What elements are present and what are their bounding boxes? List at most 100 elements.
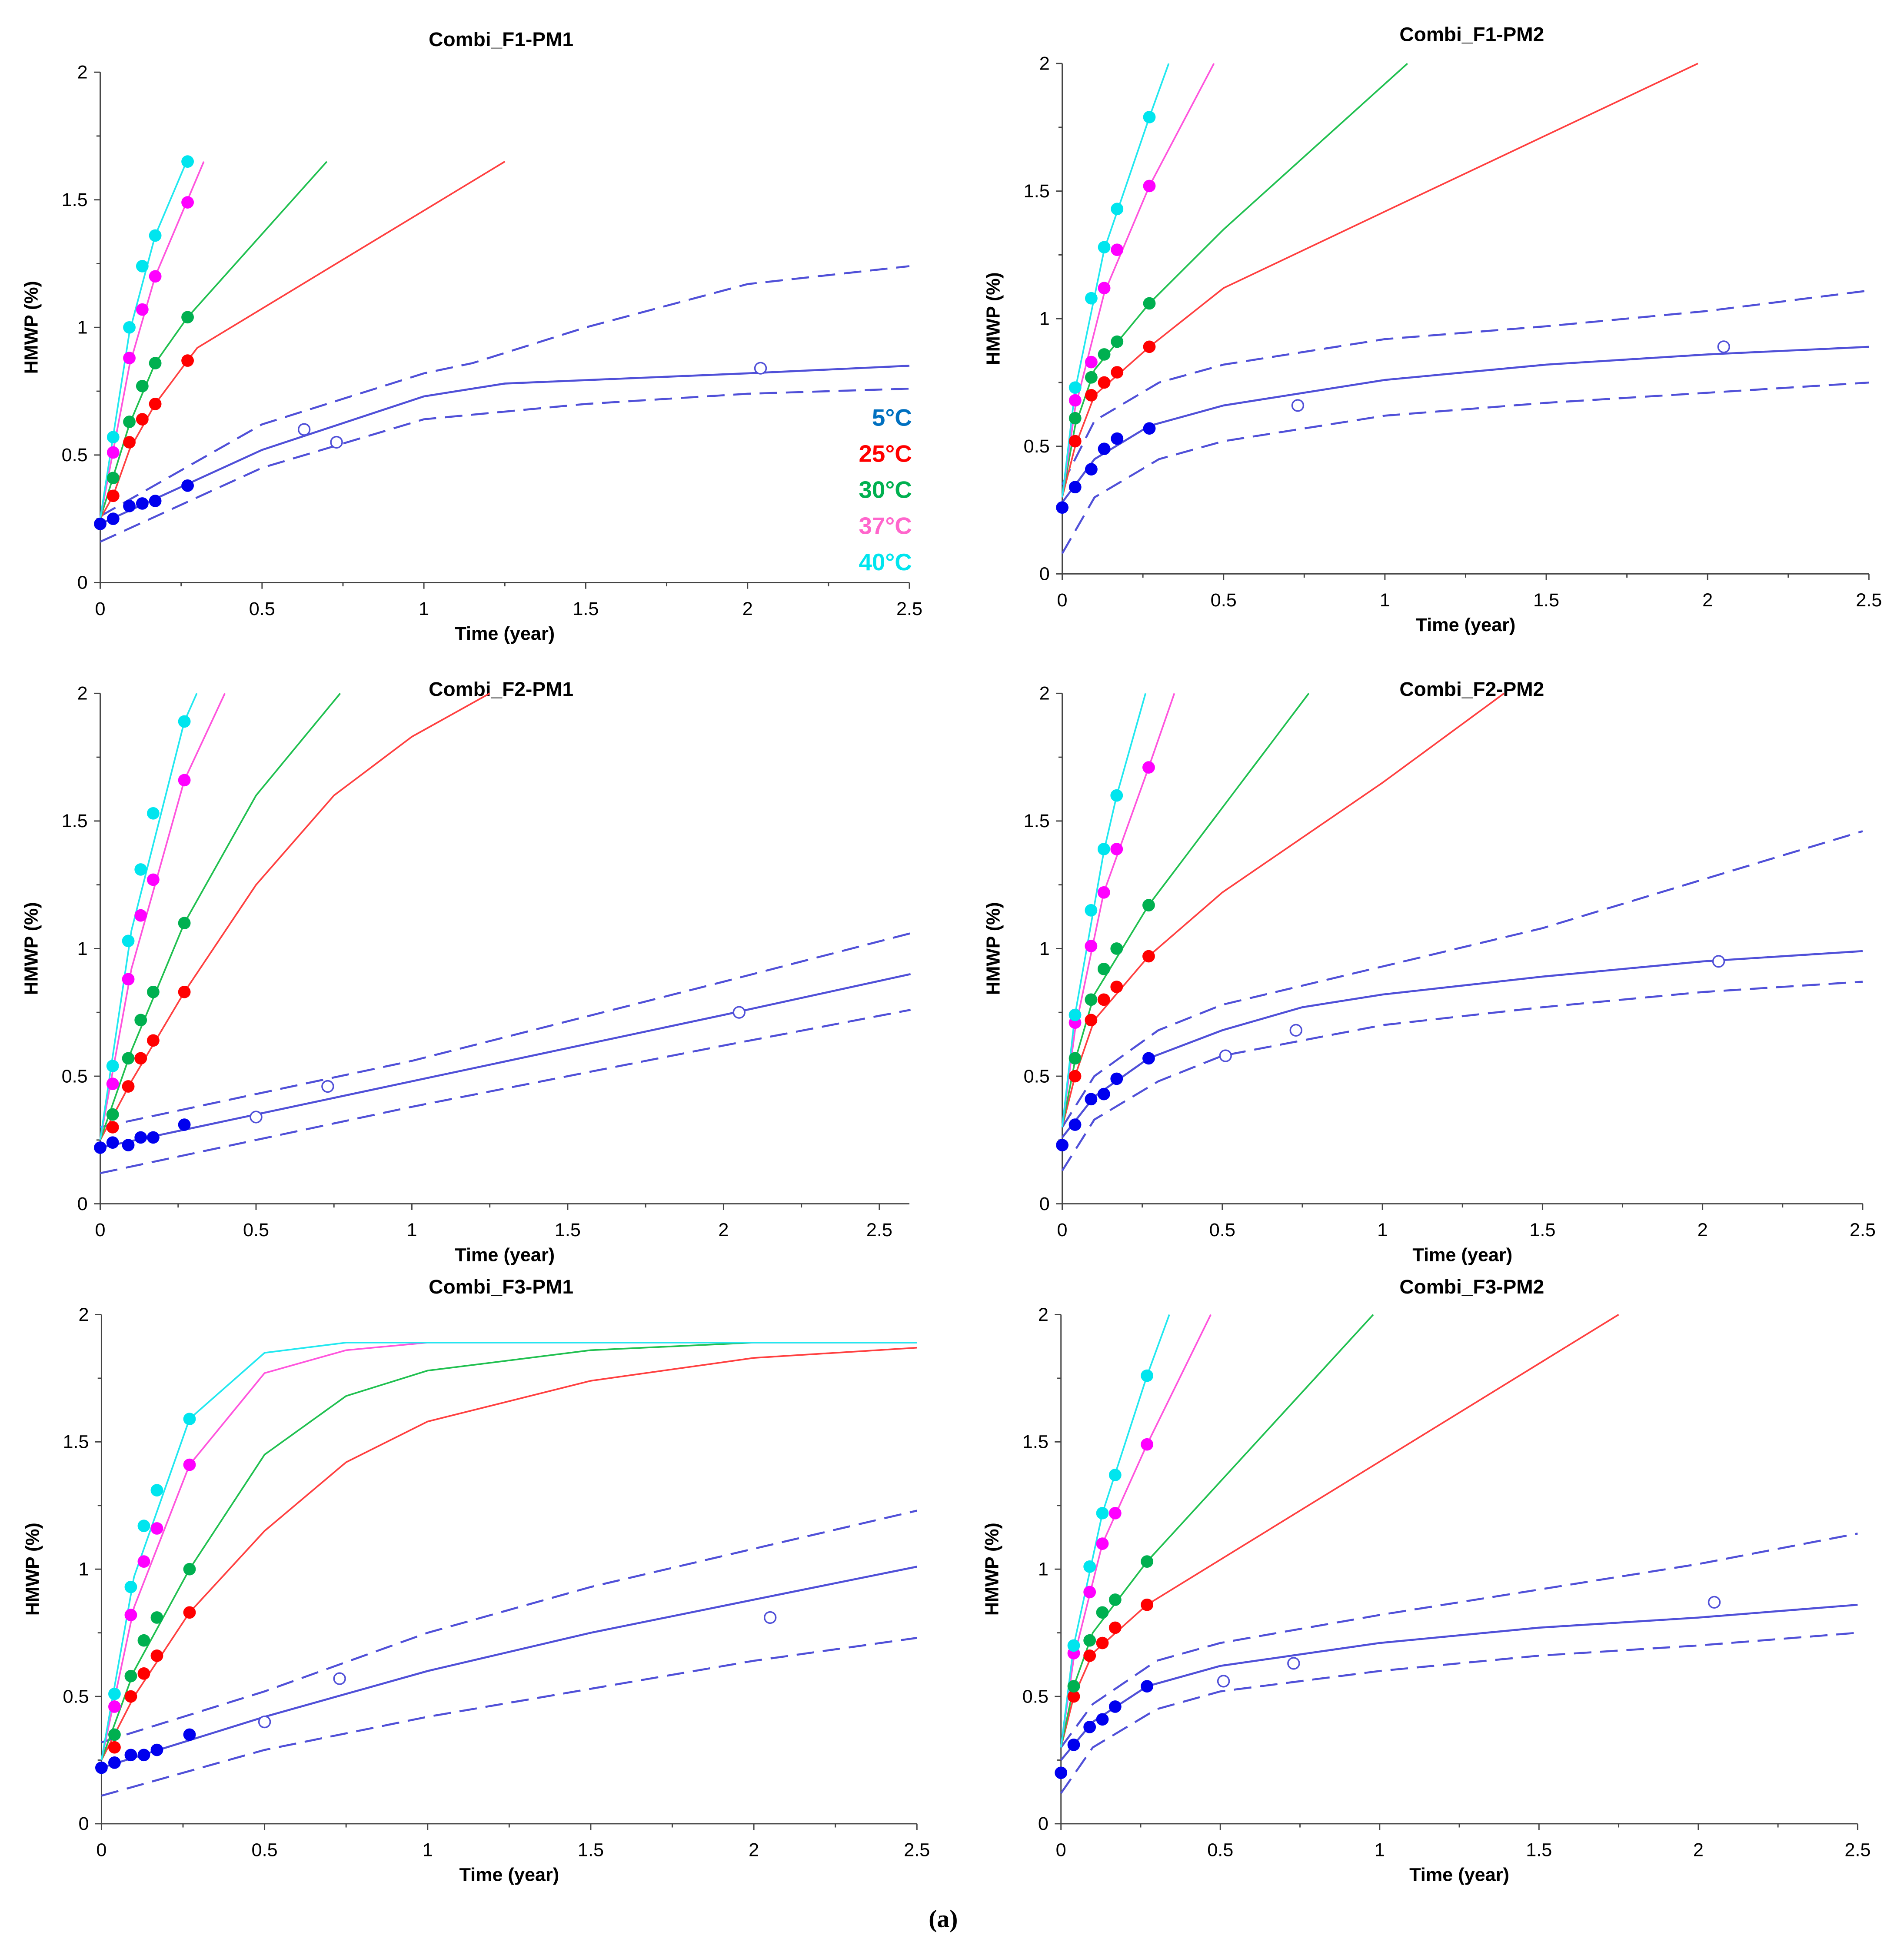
5c-lower-prediction-band xyxy=(1060,1632,1858,1794)
x-tick-label: 1 xyxy=(419,599,429,619)
data-point-40c xyxy=(136,260,149,273)
x-tick-label: 2 xyxy=(1698,1220,1708,1240)
y-axis-label: HMWP (%) xyxy=(21,281,42,374)
data-point-40c xyxy=(1085,292,1098,305)
chart-title: Combi_F2-PM2 xyxy=(1399,678,1544,700)
data-point-30c xyxy=(136,379,149,392)
data-point-5c-open xyxy=(1717,340,1730,353)
data-point-37c xyxy=(123,352,136,365)
x-axis-label: Time (year) xyxy=(1412,1244,1512,1265)
data-point-40c xyxy=(1097,843,1110,855)
x-tick-label: 2.5 xyxy=(1844,1839,1871,1860)
chart-panel: Combi_F3-PM2 0 0.5 1 1.5 2 2.5 0 0.5 1 1.5 2 Time (y… xyxy=(982,1275,1871,1885)
plot-area xyxy=(1055,1314,1858,1794)
data-point-5c xyxy=(150,1743,163,1756)
data-point-30c xyxy=(134,1014,147,1027)
x-axis-label: Time (year) xyxy=(1416,615,1516,635)
data-point-37c xyxy=(1085,940,1098,952)
data-point-37c xyxy=(137,1555,150,1568)
data-point-5c-open xyxy=(330,436,343,449)
x-tick-label: 0 xyxy=(1056,1839,1066,1860)
x-tick-label: 0.5 xyxy=(243,1220,269,1240)
x-tick-label: 1.5 xyxy=(1533,590,1559,611)
data-point-5c-open xyxy=(1289,1024,1302,1037)
data-point-25c xyxy=(181,354,194,367)
5c-upper-prediction-band xyxy=(1061,289,1869,486)
data-point-5c xyxy=(1108,1700,1122,1713)
x-tick-label: 2 xyxy=(742,599,753,619)
fit-line-37c xyxy=(99,161,205,519)
x-tick-label: 2.5 xyxy=(1856,590,1882,611)
fit-line-25c xyxy=(99,692,490,1141)
data-point-37c xyxy=(149,270,162,283)
figure-caption: (a) xyxy=(929,1905,958,1933)
data-point-25c xyxy=(1085,389,1098,402)
5c-fit-line xyxy=(100,365,910,525)
y-tick-label: 2 xyxy=(1039,53,1050,74)
data-point-37c xyxy=(181,196,194,209)
y-tick-label: 0.5 xyxy=(62,1066,88,1087)
data-point-37c xyxy=(122,973,135,986)
data-point-25c xyxy=(1142,950,1155,963)
data-point-5c-open xyxy=(732,1006,746,1019)
x-tick-label: 0.5 xyxy=(249,599,275,619)
data-point-5c xyxy=(1083,1721,1096,1733)
5c-upper-prediction-band xyxy=(1061,830,1863,1128)
data-point-5c xyxy=(1085,1093,1098,1106)
x-tick-label: 0 xyxy=(95,599,106,619)
data-point-30c xyxy=(1069,412,1082,425)
data-point-40c xyxy=(1069,381,1082,394)
x-tick-label: 0.5 xyxy=(1209,1220,1235,1240)
data-point-25c xyxy=(1141,1598,1154,1611)
data-point-40c xyxy=(1083,1560,1096,1573)
data-point-25c xyxy=(1069,1070,1082,1083)
data-point-40c xyxy=(149,229,162,242)
x-tick-label: 0 xyxy=(1057,1220,1068,1240)
x-tick-label: 1 xyxy=(1380,590,1390,611)
data-point-5c xyxy=(137,1749,150,1762)
data-point-30c xyxy=(149,357,162,369)
x-axis-label: Time (year) xyxy=(455,1244,555,1265)
data-point-30c xyxy=(124,1669,137,1683)
x-axis-label: Time (year) xyxy=(459,1865,559,1885)
x-tick-label: 1 xyxy=(1375,1839,1385,1860)
data-point-40c xyxy=(108,1687,121,1700)
fit-line-25c xyxy=(99,161,506,519)
x-tick-label: 0.5 xyxy=(1207,1839,1233,1860)
data-point-37c xyxy=(1085,356,1098,369)
data-point-30c xyxy=(1085,371,1098,384)
y-tick-label: 0.5 xyxy=(63,1686,89,1707)
plot-area xyxy=(1056,692,1863,1171)
data-point-37c xyxy=(183,1458,196,1471)
x-tick-label: 2 xyxy=(749,1839,759,1860)
data-point-5c xyxy=(108,1756,121,1769)
data-point-25c xyxy=(1097,993,1110,1006)
data-point-5c xyxy=(1143,422,1156,435)
data-point-5c xyxy=(1141,1680,1154,1693)
5c-fit-line xyxy=(1061,950,1863,1138)
data-point-40c xyxy=(1108,1469,1122,1481)
data-point-37c xyxy=(1069,394,1082,407)
data-point-5c xyxy=(183,1728,196,1741)
x-tick-label: 1 xyxy=(1377,1220,1388,1240)
data-point-25c xyxy=(183,1606,196,1619)
data-point-5c-open xyxy=(763,1611,777,1624)
legend-item: 40°C xyxy=(859,549,912,575)
data-point-37c xyxy=(1108,1507,1122,1520)
y-tick-label: 1.5 xyxy=(62,811,88,831)
chart-panel: Combi_F3-PM1 0 0.5 1 1.5 2 2.5 0 0.5 1 1.5 2 Time (y… xyxy=(22,1275,930,1885)
data-point-5c-open xyxy=(1217,1675,1230,1688)
data-point-5c xyxy=(1069,1118,1082,1131)
data-point-30c xyxy=(1142,899,1155,911)
data-point-25c xyxy=(108,1741,121,1754)
x-axis-label: Time (year) xyxy=(1409,1865,1509,1885)
data-point-25c xyxy=(106,1121,119,1134)
chart-title: Combi_F1-PM1 xyxy=(429,28,573,50)
data-point-37c xyxy=(1142,761,1155,774)
y-tick-label: 1.5 xyxy=(63,1432,89,1453)
data-point-25c xyxy=(136,413,149,426)
data-point-5c xyxy=(1085,463,1098,476)
y-axis-label: HMWP (%) xyxy=(983,272,1004,365)
5c-upper-prediction-band xyxy=(100,265,910,517)
plot-area xyxy=(1056,63,1869,554)
